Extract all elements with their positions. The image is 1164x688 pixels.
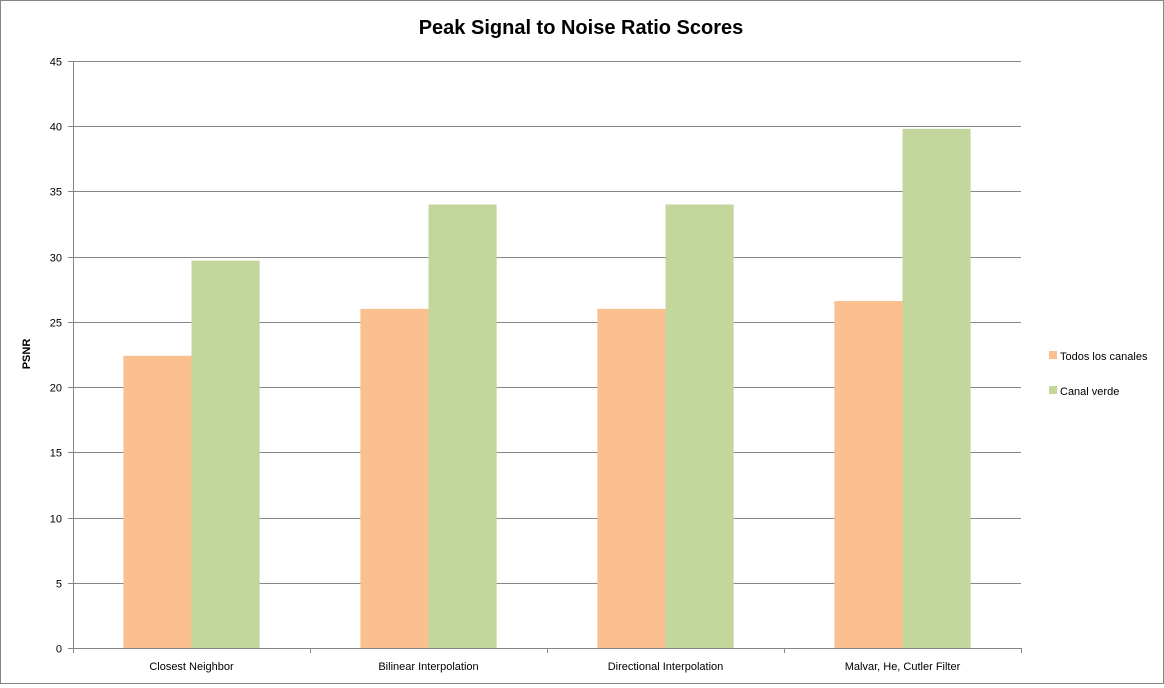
y-axis-label: PSNR — [21, 339, 33, 370]
bar-canal-verde — [665, 204, 734, 648]
x-tick-label: Closest Neighbor — [149, 661, 234, 673]
bar-todos-los-canales — [834, 301, 903, 648]
y-tick-label: 40 — [50, 122, 62, 134]
y-tick-label: 0 — [56, 644, 62, 656]
legend-swatch — [1049, 351, 1057, 359]
y-tick-label: 5 — [56, 579, 62, 591]
bar-todos-los-canales — [123, 355, 192, 648]
bar-todos-los-canales — [597, 308, 666, 648]
bar-canal-verde — [191, 260, 260, 648]
bar-todos-los-canales — [360, 308, 429, 648]
legend-swatch — [1049, 386, 1057, 394]
chart-title: Peak Signal to Noise Ratio Scores — [419, 17, 744, 39]
x-tick-label: Directional Interpolation — [608, 661, 724, 673]
bar-canal-verde — [902, 128, 971, 648]
bars — [123, 128, 971, 648]
legend-label: Canal verde — [1060, 386, 1119, 398]
y-tick-label: 10 — [50, 514, 62, 526]
y-tick-label: 30 — [50, 253, 62, 265]
y-tick-label: 45 — [50, 57, 62, 69]
y-tick-label: 20 — [50, 383, 62, 395]
legend-label: Todos los canales — [1060, 351, 1148, 363]
bar-canal-verde — [428, 204, 497, 648]
x-tick-label: Bilinear Interpolation — [378, 661, 478, 673]
axes: 0 5 10 15 20 25 30 35 40 45 Closest Neighbor Biline… — [50, 57, 1022, 673]
y-tick-label: 15 — [50, 448, 62, 460]
y-tick-label: 25 — [50, 318, 62, 330]
x-tick-label: Malvar, He, Cutler Filter — [845, 661, 961, 673]
y-tick-label: 35 — [50, 187, 62, 199]
legend: Todos los canales Canal verde — [1049, 351, 1148, 398]
